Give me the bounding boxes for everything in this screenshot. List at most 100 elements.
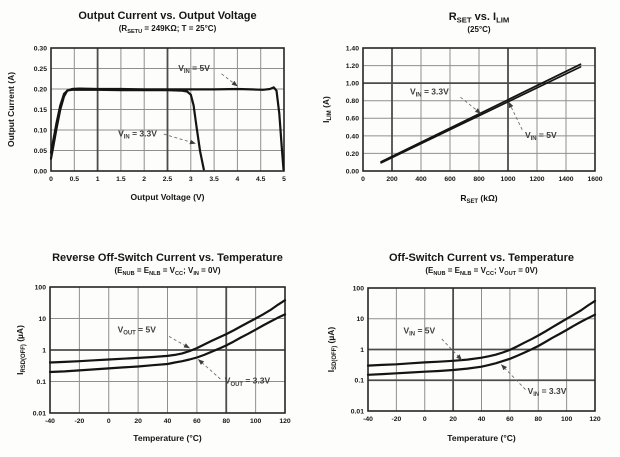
plot-border <box>50 47 285 172</box>
x-tick-label: 0 <box>423 416 427 423</box>
y-tick-label: 10 <box>38 316 46 323</box>
annotation-arrow <box>198 359 221 380</box>
chart-output-current-vs-output-voltage: Output Current vs. Output Voltage (RSETU … <box>0 0 310 228</box>
chart-subtitle: (ENUB = ENLB = VCC; VOUT = 0V) <box>425 266 538 277</box>
x-tick-label: 4 <box>236 176 240 183</box>
x-tick-label: 4.5 <box>256 176 266 183</box>
y-tick-label: 1.00 <box>346 81 359 88</box>
x-tick-label: 120 <box>279 418 291 425</box>
y-axis-label: ILIM (A) <box>321 96 333 123</box>
x-tick-label: 1 <box>96 176 100 183</box>
chart-title: RSET vs. ILIM <box>449 11 510 25</box>
y-tick-label: 0.1 <box>355 378 365 385</box>
y-tick-label: 0.10 <box>34 127 47 134</box>
chart-off-switch-current-vs-temperature: Off-Switch Current vs. Temperature (ENUB … <box>310 228 620 457</box>
annotation-label: VIN = 5V <box>525 130 557 142</box>
annotation-label: VOUT = 5V <box>118 324 157 336</box>
x-tick-label: 2 <box>142 176 146 183</box>
plot-border <box>362 47 596 172</box>
x-tick-label: 0 <box>361 176 365 183</box>
y-tick-label: 1.20 <box>346 63 359 70</box>
x-tick-label: -40 <box>363 416 373 423</box>
x-tick-label: 20 <box>134 418 142 425</box>
chart-title: Reverse Off-Switch Current vs. Temperatu… <box>52 252 283 264</box>
y-tick-label: 100 <box>35 284 47 291</box>
x-axis-label: Output Voltage (V) <box>131 192 205 202</box>
curve-vin-5v <box>380 66 582 164</box>
x-axis-label: Temperature (°C) <box>133 433 202 443</box>
chart-title: Output Current vs. Output Voltage <box>78 10 256 22</box>
chart-svg: Output Current vs. Output Voltage (RSETU … <box>6 10 286 202</box>
chart-svg: Off-Switch Current vs. Temperature (ENUB … <box>326 252 601 443</box>
x-tick-label: 1600 <box>587 176 602 183</box>
y-tick-label: 0.60 <box>346 116 359 123</box>
tick-labels: -40 -20 0 20 40 60 80 100 120 100 10 1 0.1 0.01 <box>351 285 601 423</box>
x-tick-label: 2.5 <box>163 176 173 183</box>
annotation-label: VIN = 3.3V <box>410 87 449 99</box>
x-axis-label: Temperature (°C) <box>447 433 516 443</box>
x-tick-label: 60 <box>193 418 201 425</box>
chart-subtitle: (RSETU = 249KΩ; T = 25°C) <box>119 24 217 35</box>
curve-vin-3.3v <box>380 63 582 163</box>
y-tick-label: 0.15 <box>34 107 47 114</box>
y-tick-label: 0.20 <box>346 151 359 158</box>
annotation-arrow <box>501 364 526 390</box>
curve-vout-5v <box>48 299 287 364</box>
x-tick-label: 80 <box>222 418 230 425</box>
x-tick-label: 3.5 <box>209 176 219 183</box>
annotation-arrow <box>221 73 238 87</box>
x-tick-label: 100 <box>250 418 262 425</box>
x-tick-label: 100 <box>561 416 573 423</box>
y-tick-label: 10 <box>356 316 364 323</box>
x-tick-label: 1200 <box>529 176 544 183</box>
x-tick-label: -20 <box>74 418 84 425</box>
x-tick-label: 120 <box>589 416 601 423</box>
y-tick-label: 0.01 <box>33 410 46 417</box>
chart-svg: RSET vs. ILIM(25°C) 0 200 400 600 800 1000 1200… <box>321 11 603 205</box>
y-tick-label: 1 <box>42 347 46 354</box>
x-tick-label: 20 <box>449 416 457 423</box>
chart-reverse-off-switch-current-vs-temperature: Reverse Off-Switch Current vs. Temperatu… <box>0 228 310 457</box>
x-tick-label: 0 <box>107 418 111 425</box>
x-tick-label: 80 <box>534 416 542 423</box>
y-tick-label: 0.00 <box>346 168 359 175</box>
y-tick-label: 1 <box>360 347 364 354</box>
y-tick-label: 0.80 <box>346 98 359 105</box>
x-tick-label: 3 <box>189 176 193 183</box>
curve-vin-5v <box>366 299 597 367</box>
x-tick-label: -20 <box>391 416 401 423</box>
plot-border <box>49 286 286 414</box>
x-tick-label: 600 <box>444 176 456 183</box>
y-tick-label: 0.30 <box>34 45 47 52</box>
x-tick-label: 60 <box>506 416 514 423</box>
tick-labels: 0 0.5 1 1.5 2 2.5 3 3.5 4 4.5 5 0.00 0.05 0.10 0.15 0.2… <box>34 45 286 183</box>
y-tick-label: 100 <box>353 285 365 292</box>
x-tick-label: 5 <box>282 176 286 183</box>
annotation-arrow <box>441 338 462 361</box>
x-tick-label: 0.5 <box>70 176 80 183</box>
y-tick-label: 0.05 <box>34 148 47 155</box>
annotation-label: VIN = 5V <box>403 326 435 338</box>
chart-subtitle: (ENUB = ENLB = VCC; VIN = 0V) <box>114 266 220 277</box>
annotation-arrow <box>163 133 196 145</box>
chart-svg: Reverse Off-Switch Current vs. Temperatu… <box>15 252 291 443</box>
gridlines <box>363 48 595 171</box>
gridlines <box>51 48 284 171</box>
x-tick-label: 800 <box>473 176 485 183</box>
x-tick-label: 200 <box>386 176 398 183</box>
y-tick-label: 0.1 <box>37 379 47 386</box>
chart-rset-vs-ilim: RSET vs. ILIM (25°C) 0 200 400 600 800 1000 1200… <box>310 0 620 228</box>
annotation-label: VIN = 5V <box>178 63 210 75</box>
tick-labels: -40 -20 0 20 40 60 80 100 120 100 10 1 0.1 0.01 <box>33 284 291 425</box>
curve-vout-3.3v <box>48 313 287 374</box>
chart-subtitle: (25°C) <box>467 25 491 34</box>
x-tick-label: -40 <box>45 418 55 425</box>
x-tick-label: 0 <box>49 176 53 183</box>
y-tick-label: 1.40 <box>346 45 359 52</box>
y-axis-label: Output Current (A) <box>6 72 16 147</box>
y-tick-label: 0.25 <box>34 66 47 73</box>
x-tick-label: 1000 <box>500 176 515 183</box>
annotation-label: VIN = 3.3V <box>118 129 157 141</box>
x-tick-label: 1400 <box>558 176 573 183</box>
